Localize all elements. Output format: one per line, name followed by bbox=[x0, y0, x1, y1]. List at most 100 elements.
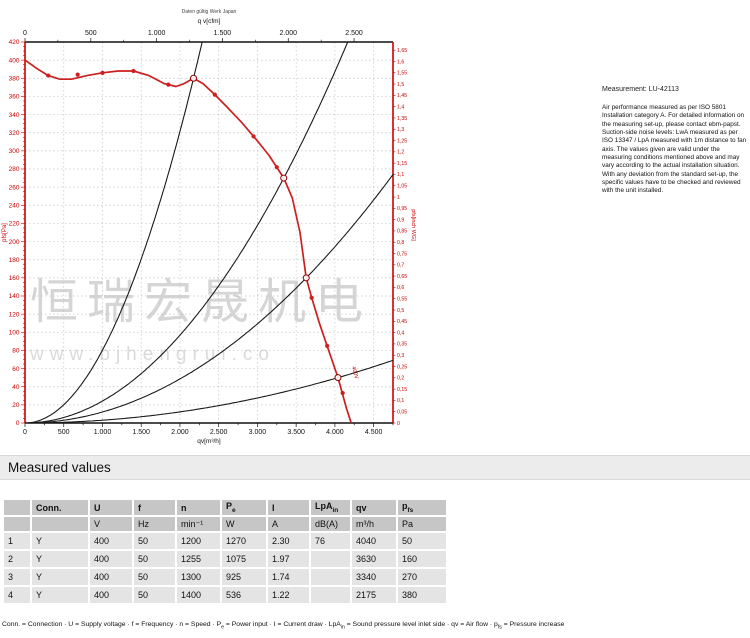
y-left-tick-label: 360 bbox=[9, 94, 20, 101]
chart-canvas: 0204060801001201401601802002202402602803… bbox=[2, 30, 416, 445]
x-bottom-tick-label: 2.500 bbox=[210, 429, 228, 436]
table-cell: 1 bbox=[4, 533, 30, 549]
y-right-tick-label: 0,8 bbox=[397, 240, 404, 246]
table-cell: 1270 bbox=[222, 533, 266, 549]
y-left-tick-label: 300 bbox=[9, 148, 20, 155]
x-bottom-tick-label: 3.000 bbox=[249, 429, 267, 436]
y-left-tick-label: 400 bbox=[9, 57, 20, 64]
y-left-tick-label: 380 bbox=[9, 75, 20, 82]
y-right-tick-label: 1,65 bbox=[397, 48, 407, 54]
y-right-tick-label: 0,15 bbox=[397, 387, 407, 393]
table-cell: dB(A) bbox=[311, 517, 350, 531]
table-cell: 400 bbox=[90, 587, 132, 603]
table-cell: 380 bbox=[398, 587, 446, 603]
operating-point bbox=[302, 274, 310, 282]
measurement-note: Measurement: LU-42113 Air performance me… bbox=[602, 86, 750, 196]
table-cell bbox=[4, 500, 30, 515]
x-top-tick-label: 1.500 bbox=[214, 30, 232, 37]
y-left-tick-label: 340 bbox=[9, 112, 20, 119]
throttle-curve bbox=[25, 174, 394, 424]
y-right-tick-label: 0,9 bbox=[397, 217, 404, 223]
section-title: Measured values bbox=[8, 460, 111, 475]
data-marker bbox=[309, 295, 314, 300]
operating-point bbox=[334, 374, 342, 382]
table-cell bbox=[4, 517, 30, 531]
y-right-tick-label: 0,3 bbox=[397, 353, 404, 359]
chart-subtitle: Daten gültig Werk Japan bbox=[181, 9, 237, 15]
table-cell: 1.74 bbox=[268, 569, 309, 585]
chart-top-axis-title: q v[cfm] bbox=[197, 18, 221, 25]
y-left-tick-label: 60 bbox=[12, 366, 20, 373]
y-left-tick-label: 260 bbox=[9, 184, 20, 191]
x-bottom-axis-title: qv[m³/h] bbox=[197, 438, 221, 445]
table-cell: f bbox=[134, 500, 175, 515]
y-right-tick-label: 0,75 bbox=[397, 251, 407, 257]
y-right-tick-label: 1,55 bbox=[397, 71, 407, 77]
throttle-curve bbox=[25, 359, 394, 424]
x-bottom-tick-label: 4.000 bbox=[326, 429, 344, 436]
y-left-tick-label: 80 bbox=[12, 348, 20, 355]
table-cell: A bbox=[268, 517, 309, 531]
y-right-tick-label: 0,1 bbox=[397, 398, 404, 404]
y-left-tick-label: 0 bbox=[16, 420, 20, 427]
table-cell bbox=[311, 551, 350, 567]
y-right-tick-label: 0,95 bbox=[397, 206, 407, 212]
data-marker bbox=[325, 343, 330, 348]
table-cell bbox=[311, 569, 350, 585]
y-left-tick-label: 120 bbox=[9, 311, 20, 318]
x-bottom-tick-label: 1.500 bbox=[132, 429, 150, 436]
y-right-tick-label: 0,4 bbox=[397, 330, 404, 336]
table-cell: 925 bbox=[222, 569, 266, 585]
table-cell: 1255 bbox=[177, 551, 220, 567]
data-marker bbox=[212, 92, 217, 97]
table-cell: 400 bbox=[90, 551, 132, 567]
y-left-tick-label: 20 bbox=[12, 402, 20, 409]
y-right-tick-label: 1 bbox=[397, 195, 400, 201]
table-cell: m³/h bbox=[352, 517, 396, 531]
y-right-tick-label: 0,2 bbox=[397, 376, 404, 382]
table-cell: n bbox=[177, 500, 220, 515]
table-cell: Pe bbox=[222, 500, 266, 515]
table-cell: 2175 bbox=[352, 587, 396, 603]
y-right-axis-title: pfs[inch WG] bbox=[410, 209, 416, 241]
y-right-tick-label: 0,05 bbox=[397, 410, 407, 416]
table-cell: Y bbox=[32, 587, 88, 603]
table-cell: 1.22 bbox=[268, 587, 309, 603]
x-top-tick-label: 1.000 bbox=[148, 30, 166, 37]
table-cell: qv bbox=[352, 500, 396, 515]
y-left-tick-label: 140 bbox=[9, 293, 20, 300]
x-bottom-tick-label: 500 bbox=[58, 429, 70, 436]
y-right-tick-label: 1,45 bbox=[397, 93, 407, 99]
y-right-tick-label: 1,15 bbox=[397, 161, 407, 167]
y-left-tick-label: 100 bbox=[9, 329, 20, 336]
data-marker bbox=[340, 390, 345, 396]
section-header: Measured values bbox=[0, 455, 750, 480]
fan-curve bbox=[24, 59, 353, 424]
table-legend: Conn. = Connection · U = Supply voltage … bbox=[2, 621, 565, 631]
y-right-tick-label: 0,65 bbox=[397, 274, 407, 280]
throttle-curve bbox=[25, 41, 203, 424]
table-row: 4 Y 400 50 1400 536 1.22 2175 380 bbox=[4, 587, 446, 603]
x-top-tick-label: 500 bbox=[85, 30, 97, 37]
y-right-tick-label: 1,3 bbox=[397, 127, 404, 133]
x-bottom-tick-label: 0 bbox=[23, 429, 27, 436]
table-cell: 4 bbox=[4, 587, 30, 603]
y-right-tick-label: 1,25 bbox=[397, 138, 407, 144]
y-left-tick-label: 200 bbox=[9, 239, 20, 246]
measurement-title: Measurement: LU-42113 bbox=[602, 86, 679, 93]
table-cell: pfs bbox=[398, 500, 446, 515]
table-cell: 2.30 bbox=[268, 533, 309, 549]
table-cell: 3 bbox=[4, 569, 30, 585]
table-cell: 50 bbox=[134, 569, 175, 585]
data-marker bbox=[274, 165, 279, 170]
table-cell: Y bbox=[32, 569, 88, 585]
y-right-tick-label: 0,45 bbox=[397, 319, 407, 325]
y-right-tick-label: 0,25 bbox=[397, 364, 407, 370]
table-cell: 2 bbox=[4, 551, 30, 567]
x-bottom-tick-label: 1.000 bbox=[94, 429, 112, 436]
table-cell: 1075 bbox=[222, 551, 266, 567]
watermark-url-text: www.bjhengrui.co bbox=[30, 344, 275, 365]
table-cell: 1200 bbox=[177, 533, 220, 549]
